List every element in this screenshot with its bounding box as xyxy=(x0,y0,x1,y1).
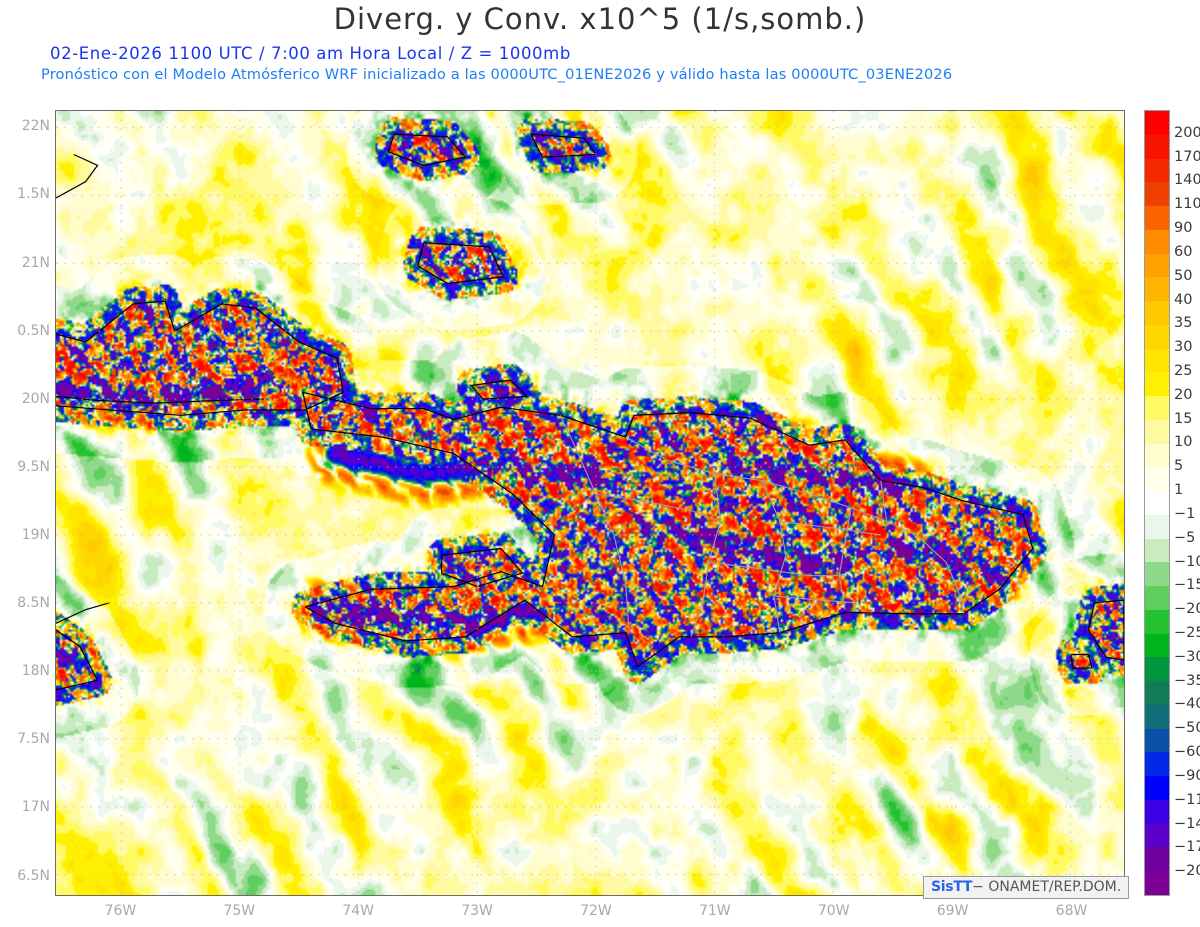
colorbar-tick-label: −35 xyxy=(1174,672,1200,689)
latitude-tick-label: 7.5N xyxy=(17,731,50,748)
sistt-logo-text: SisTT xyxy=(931,879,973,895)
latitude-tick-label: 1.5N xyxy=(17,186,50,203)
page-title: Diverg. y Conv. x10^5 (1/s,somb.) xyxy=(333,2,867,36)
latitude-tick-label: 19N xyxy=(21,527,50,543)
colorbar-tick-label: −110 xyxy=(1174,791,1200,808)
credit-agency: ONAMET/REP.DOM. xyxy=(988,879,1122,895)
colorbar-swatch xyxy=(1145,799,1169,824)
colorbar-swatch xyxy=(1145,467,1169,491)
map-plot-area[interactable] xyxy=(55,110,1125,896)
colorbar-tick-label: −10 xyxy=(1174,553,1200,570)
latitude-tick-label: 18N xyxy=(21,663,50,680)
colorbar-tick-label: −20 xyxy=(1174,601,1200,618)
colorbar-tick-label: 1 xyxy=(1174,482,1184,499)
colorbar-swatch xyxy=(1145,277,1169,301)
colorbar-tick-label: 170 xyxy=(1174,148,1200,165)
colorbar xyxy=(1144,110,1170,896)
longitude-tick-label: 68W xyxy=(1055,903,1088,919)
colorbar-tick-label: 20 xyxy=(1174,386,1193,403)
colorbar-tick-label: −50 xyxy=(1174,720,1200,737)
longitude-tick-label: 70W xyxy=(817,903,850,919)
longitude-tick-label: 72W xyxy=(580,903,612,919)
colorbar-swatch xyxy=(1145,324,1169,349)
colorbar-swatch xyxy=(1145,704,1169,729)
colorbar-swatch xyxy=(1145,491,1169,515)
colorbar-tick-label: −200 xyxy=(1174,863,1200,880)
colorbar-tick-label: 140 xyxy=(1174,172,1200,189)
colorbar-swatch xyxy=(1145,514,1169,539)
longitude-tick-label: 74W xyxy=(342,903,374,919)
colorbar-swatch xyxy=(1145,657,1169,681)
longitude-tick-label: 73W xyxy=(461,903,493,919)
colorbar-swatch xyxy=(1145,158,1169,183)
colorbar-swatch xyxy=(1145,348,1169,373)
colorbar-tick-label: 60 xyxy=(1174,243,1193,260)
attribution-badge: SisTT− ONAMET/REP.DOM. xyxy=(923,876,1130,900)
latitude-tick-label: 21N xyxy=(21,254,50,271)
colorbar-tick-label: −30 xyxy=(1174,648,1200,665)
colorbar-swatch xyxy=(1145,229,1169,254)
colorbar-swatch xyxy=(1145,538,1169,563)
colorbar-tick-label: 35 xyxy=(1174,315,1193,332)
latitude-tick-label: 0.5N xyxy=(17,322,50,339)
colorbar-tick-label: −140 xyxy=(1174,815,1200,832)
latitude-tick-label: 22N xyxy=(21,118,50,135)
colorbar-tick-label: −15 xyxy=(1174,577,1200,594)
longitude-tick-label: 69W xyxy=(936,903,969,919)
colorbar-swatch xyxy=(1145,728,1169,753)
colorbar-swatch xyxy=(1145,443,1169,468)
colorbar-swatch xyxy=(1145,419,1169,444)
colorbar-tick-label: 40 xyxy=(1174,291,1193,308)
colorbar-tick-label: 15 xyxy=(1174,410,1193,427)
credit-separator: − xyxy=(972,879,984,895)
forecast-time-subtitle: 02-Ene-2026 1100 UTC / 7:00 am Hora Loca… xyxy=(50,44,571,63)
colorbar-tick-label: −5 xyxy=(1174,529,1196,546)
colorbar-tick-label: −90 xyxy=(1174,767,1200,784)
colorbar-tick-label: 200 xyxy=(1174,124,1200,141)
colorbar-tick-label: −25 xyxy=(1174,625,1200,641)
colorbar-tick-label: 25 xyxy=(1174,363,1193,379)
colorbar-tick-label: −170 xyxy=(1174,839,1200,856)
geography-overlay xyxy=(56,133,1124,691)
colorbar-swatch xyxy=(1145,111,1169,135)
latitude-tick-label: 6.5N xyxy=(17,867,50,884)
colorbar-swatch xyxy=(1145,823,1169,848)
colorbar-swatch xyxy=(1145,871,1169,895)
colorbar-swatch xyxy=(1145,396,1169,420)
colorbar-tick-label: 90 xyxy=(1174,220,1193,237)
colorbar-tick-label: 110 xyxy=(1174,196,1200,213)
longitude-tick-label: 76W xyxy=(104,903,137,919)
colorbar-swatch xyxy=(1145,182,1169,206)
colorbar-swatch xyxy=(1145,253,1169,278)
colorbar-tick-label: −40 xyxy=(1174,696,1200,713)
colorbar-swatch xyxy=(1145,776,1169,800)
latitude-tick-label: 9.5N xyxy=(17,458,50,475)
colorbar-swatch xyxy=(1145,134,1169,159)
colorbar-swatch xyxy=(1145,752,1169,776)
latitude-tick-label: 8.5N xyxy=(17,595,50,612)
colorbar-tick-label: −60 xyxy=(1174,744,1200,761)
colorbar-tick-label: 10 xyxy=(1174,434,1193,451)
longitude-tick-label: 75W xyxy=(223,903,256,919)
colorbar-swatch xyxy=(1145,206,1169,230)
colorbar-tick-label: −1 xyxy=(1174,505,1196,522)
colorbar-tick-label: 30 xyxy=(1174,339,1193,356)
divergence-convergence-field xyxy=(56,111,1124,895)
colorbar-swatch xyxy=(1145,633,1169,658)
colorbar-swatch xyxy=(1145,681,1169,705)
latitude-tick-label: 20N xyxy=(21,390,50,407)
latitude-tick-label: 17N xyxy=(21,799,50,816)
colorbar-swatch xyxy=(1145,609,1169,634)
colorbar-swatch xyxy=(1145,372,1169,396)
colorbar-swatch xyxy=(1145,562,1169,586)
colorbar-swatch xyxy=(1145,586,1169,610)
longitude-tick-label: 71W xyxy=(698,903,731,919)
colorbar-tick-label: 50 xyxy=(1174,267,1193,284)
colorbar-tick-label: 5 xyxy=(1174,458,1184,475)
colorbar-swatch xyxy=(1145,847,1169,871)
model-info-subtitle: Pronóstico con el Modelo Atmósferico WRF… xyxy=(41,66,953,83)
colorbar-swatch xyxy=(1145,301,1169,325)
